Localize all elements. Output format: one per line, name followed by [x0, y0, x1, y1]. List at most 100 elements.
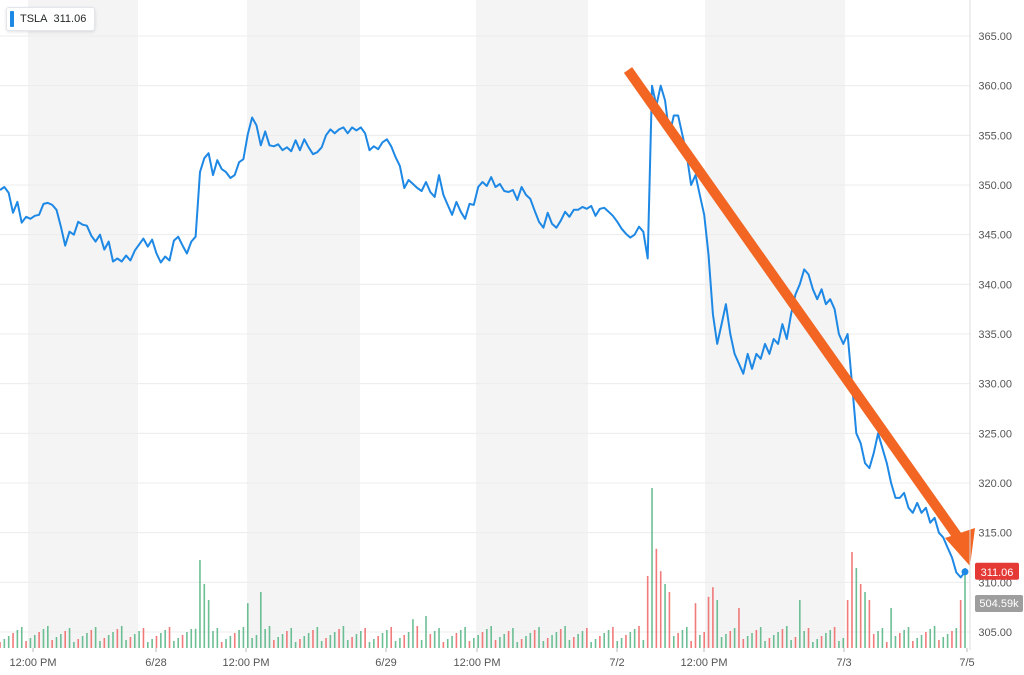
volume-bar [890, 608, 892, 648]
volume-bar [260, 592, 262, 648]
volume-bar [664, 584, 666, 648]
time-band [28, 0, 138, 648]
volume-bar [655, 548, 658, 648]
volume-bar [346, 640, 349, 648]
time-band [247, 0, 360, 648]
volume-bar [842, 638, 845, 648]
volume-bar [94, 627, 97, 648]
volume-bar [429, 634, 432, 648]
volume-bar [907, 627, 910, 648]
volume-bar [898, 633, 901, 648]
volume-bar [681, 630, 684, 648]
volume-bar [433, 631, 436, 648]
trend-arrow-head [945, 528, 975, 566]
x-tick-label: 6/28 [145, 657, 166, 669]
volume-bar [194, 628, 197, 648]
volume-bar [307, 633, 310, 648]
trend-arrow [623, 67, 975, 566]
volume-bar [212, 631, 214, 648]
ticker-legend[interactable]: TSLA 311.06 [6, 7, 96, 31]
gridlines [0, 35, 970, 633]
y-tick-label: 345.00 [978, 230, 1012, 242]
volume-bar [490, 626, 492, 648]
volume-bars [0, 488, 966, 648]
volume-bar [494, 640, 497, 648]
volume-bar [629, 632, 632, 648]
volume-bar [920, 635, 923, 648]
volume-bar [512, 628, 514, 648]
volume-bar [933, 626, 936, 648]
x-tick-label: 12:00 PM [9, 657, 56, 669]
volume-bar [851, 552, 853, 648]
volume-bar [885, 642, 888, 648]
y-tick-label: 305.00 [978, 627, 1012, 639]
volume-bar [164, 630, 166, 648]
volume-bar [146, 642, 149, 648]
volume-bar [77, 639, 80, 648]
y-tick-label: 355.00 [978, 130, 1012, 142]
volume-bar [281, 634, 284, 648]
volume-bar [929, 629, 932, 648]
volume-bar [564, 626, 566, 648]
volume-bar [60, 634, 62, 648]
volume-bar [807, 628, 810, 648]
trend-arrow-shaft [623, 67, 965, 543]
volume-bar [299, 639, 301, 648]
volume-bar [38, 632, 40, 648]
volume-bar [555, 632, 558, 648]
volume-bar [459, 630, 462, 648]
volume-bar [112, 632, 114, 648]
volume-bar [464, 627, 466, 648]
volume-bar [277, 637, 279, 648]
volume-bar [86, 633, 88, 648]
volume-bar [590, 642, 592, 648]
volume-bar [342, 626, 345, 648]
price-badge [975, 562, 1019, 580]
volume-bar [303, 636, 306, 648]
volume-bar [638, 626, 640, 648]
volume-bar [659, 571, 662, 648]
volume-bar [699, 635, 701, 648]
volume-bar [294, 642, 297, 648]
price-axis: 365.00 360.00 355.00 350.00 345.00 340.00 335.… [969, 0, 1012, 650]
volume-bar [16, 630, 19, 648]
volume-bar [451, 636, 453, 648]
volume-badge-label: 504.59k [979, 598, 1019, 610]
volume-bar [625, 635, 627, 648]
volume-bar [651, 488, 653, 648]
time-bands [28, 0, 845, 648]
volume-bar [559, 629, 562, 648]
last-price-dot [961, 568, 969, 576]
volume-bar [646, 576, 649, 648]
volume-bar [390, 627, 393, 648]
y-tick-label: 310.00 [978, 577, 1012, 589]
volume-bar [816, 639, 819, 648]
volume-bar [642, 640, 645, 648]
x-tick-label: 7/3 [836, 657, 851, 669]
volume-bar [103, 638, 106, 648]
volume-bar [833, 627, 836, 648]
volume-bar [216, 628, 219, 648]
x-tick-label: 12:00 PM [453, 657, 500, 669]
volume-bar [190, 629, 193, 648]
volume-bar [177, 638, 180, 648]
volume-bar [173, 641, 175, 648]
volume-bar [107, 635, 110, 648]
volume-bar [733, 628, 736, 648]
volume-bar [133, 634, 136, 648]
volume-bar [368, 642, 371, 648]
volume-bar [738, 608, 740, 648]
volume-bar [412, 619, 414, 648]
x-tick-label: 7/5 [959, 657, 974, 669]
volume-bar [764, 641, 766, 648]
volume-bar [320, 641, 323, 648]
volume-bar [55, 637, 58, 648]
volume-bar [572, 637, 575, 648]
volume-bar [20, 627, 23, 648]
volume-bar [268, 626, 271, 648]
volume-bar [160, 633, 162, 648]
volume-bar [677, 633, 679, 648]
series-color-swatch [10, 11, 14, 27]
